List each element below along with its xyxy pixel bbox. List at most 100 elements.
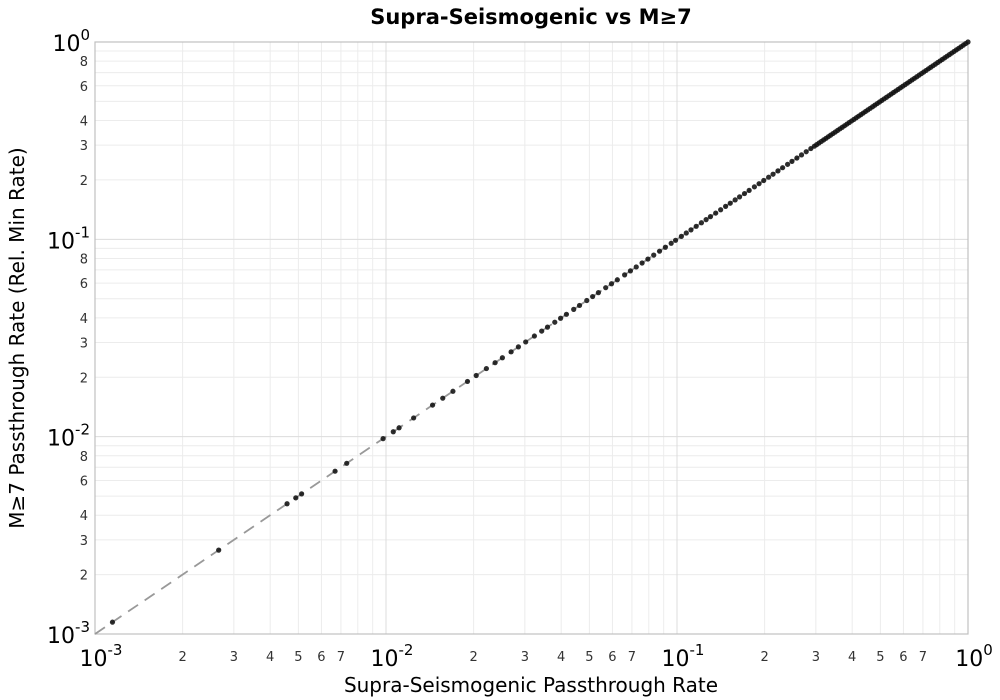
data-point	[707, 214, 714, 220]
data-point	[332, 468, 338, 474]
data-point	[539, 328, 545, 334]
data-point	[590, 293, 596, 300]
data-point	[798, 152, 805, 158]
data-point	[965, 39, 971, 45]
data-point	[344, 460, 350, 466]
minor-tick-label: 4	[80, 509, 88, 524]
identity-line	[94, 41, 969, 635]
minor-tick-label: 5	[294, 650, 302, 665]
minor-tick-label: 3	[80, 337, 88, 352]
minor-tick-label: 6	[80, 474, 88, 489]
data-point	[622, 272, 628, 278]
data-point	[552, 319, 558, 325]
data-point	[440, 395, 446, 401]
data-point	[614, 277, 620, 283]
data-point	[722, 203, 729, 209]
minor-tick-label: 3	[80, 139, 88, 154]
data-point	[499, 355, 505, 361]
data-point	[683, 230, 689, 236]
data-point	[216, 547, 222, 553]
data-point	[761, 177, 767, 184]
major-tick-label: 100	[52, 26, 90, 57]
data-point	[672, 237, 679, 243]
minor-tick-label: 6	[608, 650, 616, 665]
data-point	[558, 315, 564, 321]
data-point	[284, 501, 290, 507]
major-tick-label: 10-3	[47, 618, 90, 649]
minor-tick-label: 4	[80, 312, 88, 327]
data-point	[390, 429, 396, 435]
major-tick-label: 10-1	[662, 641, 705, 672]
minor-tick-label: 2	[80, 371, 88, 386]
data-point	[627, 268, 634, 274]
data-point	[515, 344, 522, 350]
data-point	[693, 223, 699, 229]
minor-tick-label: 5	[876, 650, 884, 665]
data-point	[727, 200, 733, 206]
plot-border	[94, 41, 969, 635]
data-point	[718, 207, 724, 213]
data-point	[698, 220, 705, 226]
minor-tick-label: 8	[80, 252, 88, 267]
data-point	[668, 240, 674, 246]
major-tick-label: 10-3	[80, 641, 123, 672]
minor-tick-label: 2	[469, 650, 477, 665]
data-point	[299, 491, 305, 497]
data-point	[603, 285, 609, 291]
data-point	[464, 378, 471, 385]
data-point	[775, 168, 781, 174]
data-point	[429, 402, 436, 408]
data-point	[380, 436, 386, 442]
minor-tick-label: 3	[230, 650, 238, 665]
minor-tick-label: 7	[628, 650, 636, 665]
major-tick-label: 10-2	[47, 421, 90, 452]
data-point	[608, 281, 615, 287]
minor-tick-label: 2	[80, 569, 88, 584]
minor-tick-label: 6	[899, 650, 907, 665]
data-point	[736, 194, 743, 200]
data-point	[746, 187, 752, 193]
data-point	[645, 256, 651, 262]
data-point	[492, 360, 498, 366]
data-point	[508, 349, 514, 355]
data-point	[531, 333, 538, 339]
data-point	[732, 197, 738, 203]
y-axis-label: M≥7 Passthrough Rate (Rel. Min Rate)	[5, 147, 29, 528]
minor-tick-label: 2	[760, 650, 768, 665]
data-point	[766, 174, 772, 180]
data-point	[473, 372, 479, 379]
data-point	[450, 388, 456, 394]
data-point	[651, 252, 657, 258]
data-point	[662, 244, 668, 250]
minor-tick-label: 4	[848, 650, 856, 665]
minor-tick-label: 4	[266, 650, 274, 665]
data-point	[563, 311, 570, 317]
data-point	[576, 302, 583, 309]
data-point	[770, 171, 776, 177]
data-point	[803, 149, 809, 155]
data-point	[656, 248, 663, 254]
minor-tick-label: 6	[317, 650, 325, 665]
minor-tick-label: 2	[80, 174, 88, 189]
gridlines	[94, 41, 969, 635]
data-point	[688, 227, 694, 233]
minor-tick-label: 4	[557, 650, 565, 665]
x-axis-label: Supra-Seismogenic Passthrough Rate	[344, 673, 718, 697]
data-point	[794, 155, 800, 161]
data-point	[756, 181, 762, 187]
data-point	[678, 233, 684, 239]
chart-title: Supra-Seismogenic vs M≥7	[370, 5, 692, 29]
data-point	[633, 264, 639, 270]
minor-tick-label: 4	[80, 115, 88, 130]
minor-tick-label: 2	[178, 650, 186, 665]
data-point	[293, 495, 299, 501]
data-point	[780, 165, 786, 171]
data-point	[411, 415, 417, 421]
data-point	[523, 339, 529, 345]
major-tick-label: 10-1	[47, 223, 90, 254]
major-tick-label: 10-2	[371, 641, 414, 672]
minor-tick-label: 3	[80, 534, 88, 549]
minor-tick-label: 8	[80, 55, 88, 70]
